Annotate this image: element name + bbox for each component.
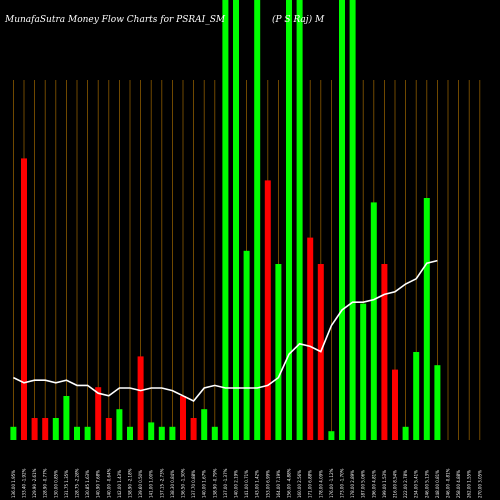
money-flow-bar (360, 303, 367, 440)
money-flow-bar (158, 426, 165, 440)
money-flow-bar (402, 426, 409, 440)
money-flow-bar (286, 0, 292, 440)
x-tick-label: 178.00 2.89% (350, 470, 355, 498)
money-flow-bar (275, 264, 282, 440)
x-tick-label: 178.00 4.09% (318, 470, 323, 498)
money-flow-bar (233, 0, 239, 440)
money-flow-bar (222, 0, 229, 440)
money-flow-bar (127, 426, 133, 440)
x-tick-label: 176.00 -1.12% (329, 468, 334, 498)
line-series (13, 259, 438, 402)
money-flow-bar (339, 0, 345, 440)
chart-subtitle: (P S Raj) M (272, 14, 325, 25)
money-flow-bar (254, 0, 261, 440)
money-flow-bar (74, 426, 80, 440)
money-flow-bar (392, 369, 398, 440)
x-tick-label: 130.00 0.85% (53, 470, 58, 498)
x-tick-label: 156.00 -4.88% (287, 468, 292, 498)
x-tick-label: 138.90 -0.79% (212, 468, 217, 498)
x-tick-label: 171.00 6.88% (308, 470, 313, 498)
price-line (13, 259, 438, 402)
x-tick-label: 216.00 8.54% (393, 470, 398, 498)
x-tick-label: 128.75 -2.28% (75, 468, 80, 498)
x-tick-label: 248.00 0.81% (435, 470, 440, 498)
x-tick-label: 141.00 1.00% (149, 470, 154, 498)
x-tick-label: 131.75 1.35% (64, 470, 69, 498)
money-flow-bar (105, 418, 112, 440)
money-flow-bar (31, 418, 38, 440)
money-flow-bar (169, 426, 176, 440)
x-tick-label: 222.00 2.78% (403, 470, 408, 498)
x-tick-label: 143.00 1.42% (255, 470, 260, 498)
x-tick-label: 187.00 5.06% (361, 470, 366, 498)
x-tick-label: 199.00 1.53% (382, 470, 387, 498)
x-tick-label: 138.30 0.84% (170, 470, 175, 498)
money-flow-bar (296, 0, 303, 440)
x-tick-label: 196.00 4.81% (371, 470, 376, 498)
x-tick-label: 140.00 2.19% (234, 470, 239, 498)
x-tick-label: 140.00 1.67% (202, 470, 207, 498)
x-tick-label: 137.70 0.88% (191, 470, 196, 498)
x-tick-label: 262.00 1.55% (467, 470, 472, 498)
money-flow-bar (63, 396, 70, 440)
x-tick-label: 129.90 -2.61% (32, 468, 37, 498)
x-tick-label: 136.50 -1.30% (181, 468, 186, 498)
x-tick-label: 133.40 -1.92% (22, 468, 27, 498)
x-tick-label: 160.00 2.56% (297, 470, 302, 498)
x-tick-label: 258.00 4.88% (456, 470, 461, 498)
money-flow-bar (148, 422, 155, 440)
money-flow-bar (52, 418, 59, 440)
money-flow-bar (42, 418, 49, 440)
money-flow-bar (95, 387, 102, 440)
x-tick-labels: 136.00 1.95% 133.40 -1.92% 129.90 -2.61% 12… (11, 468, 482, 498)
money-flow-bar (307, 237, 314, 440)
money-flow-bar (201, 409, 208, 440)
money-flow-bar (211, 426, 218, 440)
x-tick-label: 136.00 1.95% (11, 470, 16, 498)
money-flow-bar (264, 180, 271, 440)
x-tick-label: 138.90 -2.18% (128, 468, 133, 498)
x-tick-label: 142.00 1.43% (117, 470, 122, 498)
money-flow-bar (10, 426, 17, 440)
money-flow-bar (349, 0, 356, 440)
money-flow-bar (381, 264, 388, 440)
x-tick-label: 234.00 5.41% (414, 470, 419, 498)
x-tick-label: 173.00 -1.70% (340, 468, 345, 498)
x-tick-label: 128.90 -0.77% (43, 468, 48, 498)
x-tick-label: 130.85 1.63% (85, 470, 90, 498)
x-tick-label: 137.00 -1.37% (223, 468, 228, 498)
money-flow-bar (180, 396, 186, 440)
money-flow-bar (413, 352, 420, 440)
x-tick-label: 140.00 -0.64% (106, 468, 111, 498)
chart-title: MunafaSutra Money Flow Charts for PSRAI_… (4, 15, 226, 25)
money-flow-bar (370, 202, 377, 440)
money-flow-bar (190, 418, 197, 440)
bar-series (10, 0, 441, 440)
x-tick-label: 141.00 0.71% (244, 470, 249, 498)
money-flow-bar (243, 250, 250, 440)
money-flow-bar (21, 158, 27, 440)
x-tick-label: 139.60 0.50% (138, 470, 143, 498)
x-tick-label: 164.00 7.19% (276, 470, 281, 498)
x-tick-label: 140.90 7.68% (96, 470, 101, 498)
money-flow-bar (434, 365, 441, 440)
money-flow-bar (137, 356, 144, 440)
money-flow-bar (328, 431, 335, 440)
x-tick-label: 246.00 -0.81% (446, 468, 451, 498)
x-tick-label: 246.00 5.13% (424, 470, 429, 498)
money-flow-bar (423, 198, 430, 440)
x-tick-label: 270.00 3.05% (477, 470, 482, 498)
money-flow-bar (84, 426, 91, 440)
money-flow-bar (116, 409, 123, 440)
x-tick-label: 137.15 -2.73% (159, 468, 164, 498)
x-tick-label: 153.00 6.99% (265, 470, 270, 498)
